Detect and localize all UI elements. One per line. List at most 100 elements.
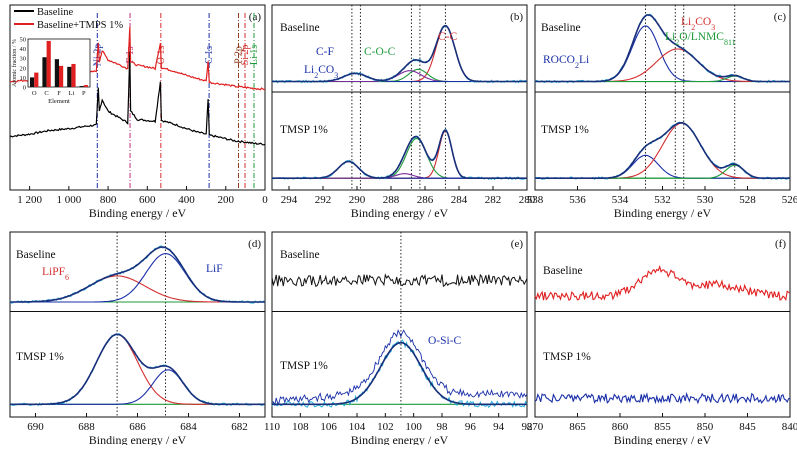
subplot-label: Baseline: [543, 265, 583, 277]
panel-f: 870 865 860 855 850 845 840 Binding energy / eV…: [527, 231, 797, 447]
fit-component-line: [272, 130, 527, 179]
panel-label: (d): [248, 238, 261, 250]
component-label: Li2CO3: [681, 16, 715, 32]
inset-bar: [42, 57, 47, 87]
x-tick-label: 200: [218, 194, 235, 206]
fit-envelope-line: [272, 129, 527, 179]
x-tick-label: 282: [485, 194, 502, 206]
inset-y-tick-label: 30: [20, 56, 27, 63]
survey-series-line: [9, 51, 266, 146]
inset-bar: [54, 59, 59, 87]
plot-frame: [534, 231, 791, 418]
inset-bar: [30, 77, 35, 87]
fit-component-line: [10, 369, 265, 405]
panel-label: (e): [511, 238, 524, 250]
fit-component-line: [535, 154, 790, 179]
x-tick-label: 100: [405, 421, 422, 433]
x-tick-label: 1 200: [17, 194, 42, 206]
fit-envelope-line: [272, 24, 527, 83]
x-tick-label: 294: [281, 194, 298, 206]
inset-category-label: F: [57, 90, 61, 97]
subplot-label: TMSP 1%: [16, 351, 64, 363]
x-tick-label: 292: [315, 194, 332, 206]
panel-label: (a): [249, 11, 262, 23]
inset-bar: [59, 65, 64, 87]
component-label: LiF: [206, 263, 223, 275]
x-tick-label: 94: [493, 421, 505, 433]
component-label: Li2CO3: [304, 64, 338, 80]
x-tick-label: 690: [27, 421, 44, 433]
component-label: ROCO2Li: [543, 54, 589, 70]
x-tick-label: 600: [139, 194, 156, 206]
plot-frame: [271, 231, 528, 418]
inset-y-tick-label: 10: [20, 75, 27, 82]
x-tick-label: 534: [612, 194, 629, 206]
x-tick-label: 840: [782, 421, 797, 433]
x-axis-label: Binding energy / eV: [351, 206, 449, 220]
inset-y-tick-label: 0: [23, 85, 26, 92]
x-tick-label: 106: [320, 421, 337, 433]
panel-label: (b): [510, 11, 523, 23]
peak-label: P 2p: [234, 46, 245, 64]
x-tick-label: 865: [569, 421, 586, 433]
inset-y-tick-label: 40: [20, 46, 27, 53]
plot-frame: [9, 4, 266, 191]
raw-spectrum-line: [534, 264, 791, 302]
x-tick-label: 108: [292, 421, 309, 433]
x-tick-label: 400: [178, 194, 195, 206]
x-tick-label: 288: [383, 194, 400, 206]
inset-y-tick-label: 20: [20, 65, 27, 72]
inset-category-label: P: [82, 90, 86, 97]
x-tick-label: 536: [569, 194, 586, 206]
inset-y-axis-label: Atomic fraction / %: [11, 39, 18, 87]
component-label: C-C: [438, 31, 458, 43]
fit-component-line: [272, 137, 527, 179]
subplot-label: TMSP 1%: [543, 351, 591, 363]
component-label: C-F: [316, 46, 334, 58]
inset-category-label: Li: [69, 90, 75, 97]
peak-label: Si 2p: [240, 45, 251, 66]
component-label: Li2O/LNMC811: [665, 31, 736, 47]
x-tick-label: 686: [129, 421, 146, 433]
x-tick-label: 104: [349, 421, 366, 433]
subplot-label: TMSP 1%: [280, 360, 328, 372]
fit-envelope-line: [272, 341, 527, 406]
inset-bar: [71, 63, 76, 87]
x-tick-label: 532: [654, 194, 671, 206]
fit-component-line: [10, 275, 265, 303]
x-tick-label: 96: [465, 421, 477, 433]
plot-frame: [271, 4, 528, 191]
inset-bar-chart: 0 10 20 30 40 50 O C F Li P Element Atomic fraction …: [11, 37, 91, 105]
x-axis-label: Binding energy / eV: [89, 206, 187, 220]
peak-label: C 1s: [204, 46, 215, 64]
x-tick-label: 526: [782, 194, 797, 206]
raw-spectrum-line: [9, 332, 266, 407]
legend-label: Baseline: [37, 7, 73, 18]
inset-bar: [46, 40, 51, 87]
x-axis-label: Binding energy / eV: [614, 433, 712, 445]
component-label: O-Si-C: [428, 335, 462, 347]
x-tick-label: 538: [527, 194, 544, 206]
x-tick-label: 855: [654, 421, 671, 433]
subplot-label: TMSP 1%: [541, 124, 589, 136]
raw-spectrum-line: [271, 329, 528, 407]
inset-category-label: C: [44, 90, 48, 97]
x-axis-label: Binding energy / eV: [614, 206, 712, 220]
panel-label: (f): [775, 238, 786, 250]
fit-envelope-line: [10, 246, 265, 303]
component-label: C-O-C: [364, 46, 396, 58]
panel-c: 538 536 534 532 530 528 526 Binding energy / eV…: [527, 4, 797, 220]
panel-e: 110 108 106 104 102 100 98 96 94 92 Binding energy…: [264, 231, 533, 447]
fit-envelope-line: [535, 14, 790, 83]
subplot-label: Baseline: [280, 249, 320, 261]
raw-spectrum-line: [271, 128, 528, 181]
panel-d: 690 688 686 684 682 Binding energy / eV (d) Bas…: [9, 231, 266, 447]
x-tick-label: 850: [697, 421, 714, 433]
inset-y-tick-label: 50: [20, 37, 27, 44]
x-tick-label: 110: [264, 421, 281, 433]
x-tick-label: 530: [697, 194, 714, 206]
x-tick-label: 286: [417, 194, 434, 206]
x-tick-label: 102: [377, 421, 394, 433]
